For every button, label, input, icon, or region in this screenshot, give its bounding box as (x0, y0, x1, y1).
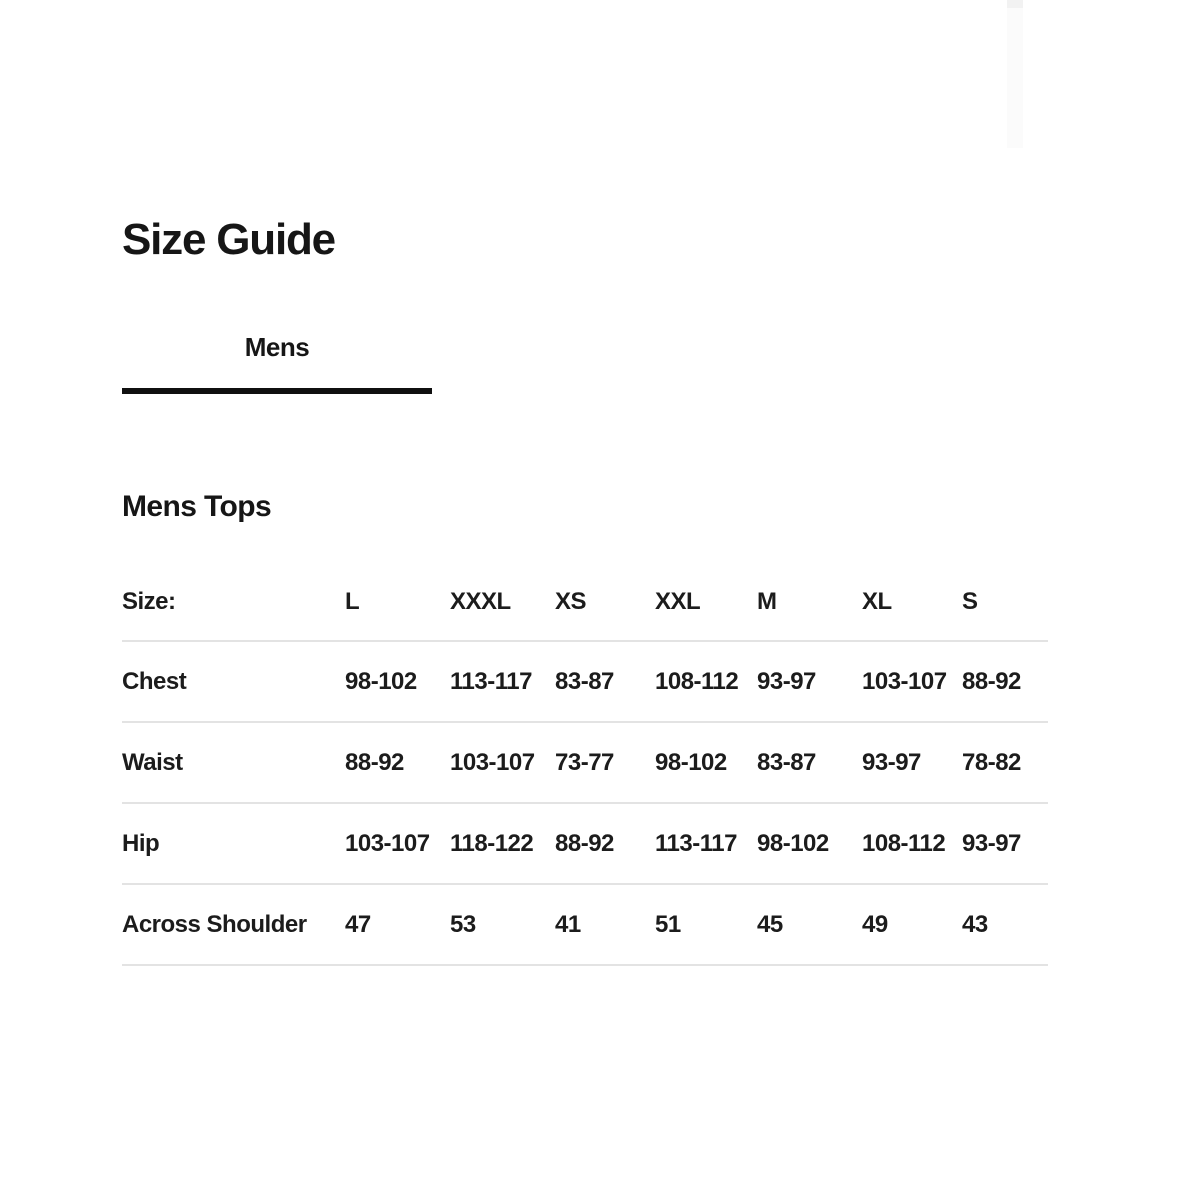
measurement-value: 47 (345, 910, 371, 938)
row-label: Waist (122, 748, 183, 776)
measurement-value: 98-102 (345, 667, 417, 695)
measurement-value: 73-77 (555, 748, 614, 776)
measurement-value: 83-87 (757, 748, 816, 776)
measurement-value: 53 (450, 910, 476, 938)
measurement-value: 98-102 (757, 829, 829, 857)
measurement-value: 51 (655, 910, 681, 938)
measurement-value: 88-92 (962, 667, 1021, 695)
measurement-value: 103-107 (862, 667, 947, 695)
measurement-value: 78-82 (962, 748, 1021, 776)
row-label: Chest (122, 667, 187, 695)
table-row: Chest 98-102 113-117 83-87 108-112 93-97 103-1… (122, 642, 1048, 723)
row-label: Hip (122, 829, 160, 857)
row-label: Across Shoulder (122, 910, 307, 938)
tab-mens[interactable]: Mens (244, 332, 310, 362)
measurement-value: 83-87 (555, 667, 614, 695)
measurement-value: 93-97 (757, 667, 816, 695)
size-header-label: Size: (122, 587, 176, 615)
measurement-value: 113-117 (450, 667, 532, 695)
table-row: Across Shoulder 47 53 41 51 45 49 43 (122, 885, 1048, 966)
measurement-value: 98-102 (655, 748, 727, 776)
column-header: XXXL (450, 587, 511, 615)
measurement-value: 93-97 (862, 748, 921, 776)
column-header: M (757, 587, 777, 615)
tab-active-underline (122, 388, 432, 394)
measurement-value: 108-112 (862, 829, 946, 857)
measurement-value: 118-122 (450, 829, 534, 857)
measurement-value: 43 (962, 910, 988, 938)
table-row: Waist 88-92 103-107 73-77 98-102 83-87 93-97 78… (122, 723, 1048, 804)
column-header: L (345, 587, 360, 615)
measurement-value: 49 (862, 910, 888, 938)
page-title: Size Guide (122, 215, 336, 264)
column-header: XS (555, 587, 587, 615)
measurement-value: 103-107 (345, 829, 430, 857)
size-table: Size: L XXXL XS XXL M XL S Chest 98-102 113-117 8… (122, 563, 1048, 966)
table-row: Hip 103-107 118-122 88-92 113-117 98-102 108-1… (122, 804, 1048, 885)
measurement-value: 88-92 (345, 748, 404, 776)
column-header: S (962, 587, 978, 615)
table-header-row: Size: L XXXL XS XXL M XL S (122, 563, 1048, 642)
scrollbar-thumb[interactable] (1007, 0, 1023, 148)
measurement-value: 103-107 (450, 748, 535, 776)
section-title: Mens Tops (122, 490, 272, 523)
measurement-value: 88-92 (555, 829, 614, 857)
column-header: XXL (655, 587, 701, 615)
measurement-value: 108-112 (655, 667, 739, 695)
column-header: XL (862, 587, 892, 615)
measurement-value: 93-97 (962, 829, 1021, 857)
table-body: Chest 98-102 113-117 83-87 108-112 93-97 103-1… (122, 642, 1048, 966)
measurement-value: 41 (555, 910, 581, 938)
measurement-value: 45 (757, 910, 783, 938)
measurement-value: 113-117 (655, 829, 737, 857)
